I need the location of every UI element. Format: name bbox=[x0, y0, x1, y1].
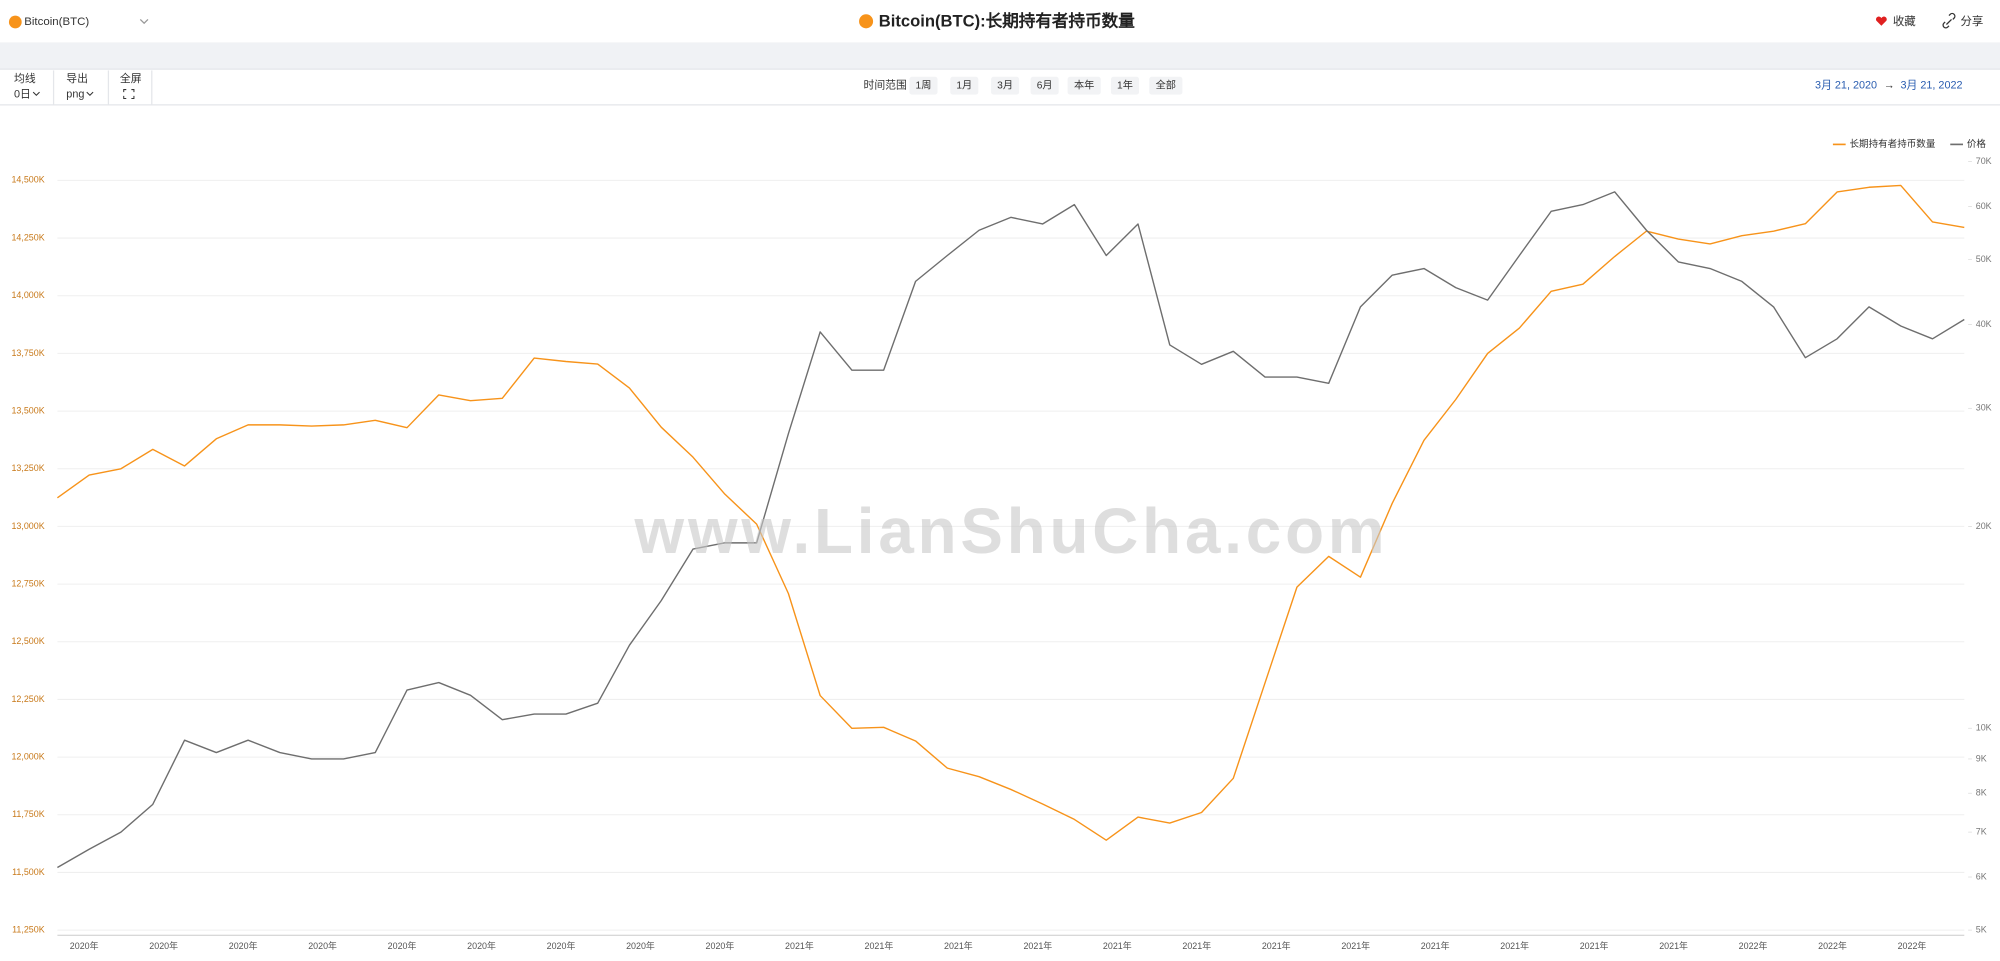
page-title: Bitcoin(BTC):长期持有者持币数量 bbox=[879, 10, 1135, 30]
y2-tick-label: 40K bbox=[1976, 319, 1992, 329]
fullscreen-label: 全屏 bbox=[120, 71, 142, 85]
asset-select[interactable]: Bitcoin(BTC) bbox=[24, 16, 89, 28]
coin-icon bbox=[8, 15, 22, 29]
range-button[interactable] bbox=[1149, 76, 1183, 95]
y2-tick-label: 6K bbox=[1976, 871, 1987, 881]
x-tick-label: 2021年 bbox=[1182, 940, 1211, 951]
x-tick-label: 2020年 bbox=[706, 940, 735, 951]
x-tick-label: 2021年 bbox=[1580, 940, 1609, 951]
y-tick-label: 13,750K bbox=[11, 348, 44, 358]
x-tick-label: 2021年 bbox=[865, 940, 894, 951]
range-button-label[interactable]: 6月 bbox=[1037, 79, 1053, 91]
legend-label[interactable]: 长期持有者持币数量 bbox=[1849, 138, 1935, 150]
range-button[interactable] bbox=[909, 76, 938, 95]
range-button[interactable] bbox=[1030, 76, 1059, 95]
heart-icon bbox=[1875, 16, 1887, 26]
x-tick-label: 2021年 bbox=[1262, 940, 1291, 951]
end-date[interactable]: 3月 21, 2022 bbox=[1901, 80, 1963, 92]
x-tick-label: 2021年 bbox=[785, 940, 814, 951]
y-tick-label: 12,750K bbox=[11, 578, 44, 588]
y-tick-label: 13,000K bbox=[11, 521, 44, 531]
x-tick-label: 2020年 bbox=[626, 940, 655, 951]
x-tick-label: 2020年 bbox=[467, 940, 496, 951]
range-button-label[interactable]: 1周 bbox=[916, 79, 932, 91]
x-tick-label: 2022年 bbox=[1739, 940, 1768, 951]
start-date[interactable]: 3月 21, 2020 bbox=[1815, 80, 1877, 92]
range-button-label[interactable]: 1年 bbox=[1117, 78, 1133, 91]
x-tick-label: 2021年 bbox=[1023, 940, 1052, 951]
y-tick-label: 11,750K bbox=[12, 809, 45, 819]
y2-tick-label: 60K bbox=[1976, 201, 1992, 211]
y2-tick-label: 7K bbox=[1976, 826, 1987, 836]
watermark: www.LianShuCha.com bbox=[634, 495, 1389, 567]
y-tick-label: 11,500K bbox=[12, 867, 45, 877]
range-button[interactable] bbox=[950, 76, 979, 95]
export-label: 导出 bbox=[66, 71, 88, 85]
chevron bbox=[139, 18, 149, 25]
range-button[interactable] bbox=[991, 76, 1020, 95]
y2-tick-label: 5K bbox=[1976, 924, 1987, 934]
range-button-label[interactable]: 3月 bbox=[997, 79, 1013, 91]
y-tick-label: 12,250K bbox=[11, 694, 44, 704]
x-tick-label: 2021年 bbox=[1500, 940, 1529, 951]
export-select[interactable]: png bbox=[66, 89, 84, 101]
range-button-label[interactable]: 1月 bbox=[956, 79, 972, 91]
y2-tick-label: 8K bbox=[1976, 788, 1987, 798]
x-tick-label: 2021年 bbox=[1103, 940, 1132, 951]
y-tick-label: 14,250K bbox=[11, 232, 44, 242]
series-line bbox=[57, 191, 1965, 869]
x-tick-label: 2022年 bbox=[1898, 940, 1927, 951]
favorite-button[interactable]: 收藏 bbox=[1893, 14, 1916, 28]
y-tick-label: 13,250K bbox=[11, 463, 44, 473]
fullscreen-button[interactable] bbox=[123, 89, 135, 99]
y-tick-label: 12,000K bbox=[11, 751, 44, 761]
chevron bbox=[32, 91, 40, 97]
y-tick-label: 12,500K bbox=[11, 636, 44, 646]
x-tick-label: 2021年 bbox=[1421, 940, 1450, 951]
x-tick-label: 2020年 bbox=[388, 940, 417, 951]
x-tick-label: 2020年 bbox=[149, 940, 178, 951]
legend-label[interactable]: 价格 bbox=[1967, 138, 1987, 150]
y2-tick-label: 30K bbox=[1976, 403, 1992, 413]
y-tick-label: 14,000K bbox=[11, 290, 44, 300]
spacer bbox=[0, 42, 2000, 70]
share-button[interactable]: 分享 bbox=[1960, 14, 1983, 28]
ma-label: 均线 bbox=[14, 71, 36, 85]
range-button-label[interactable]: 本年 bbox=[1074, 78, 1094, 91]
x-tick-label: 2022年 bbox=[1818, 940, 1847, 951]
range-button-label[interactable]: 全部 bbox=[1156, 78, 1176, 91]
ma-select[interactable]: 0日 bbox=[14, 89, 31, 101]
y-tick-label: 13,500K bbox=[11, 405, 44, 415]
date-arrow: → bbox=[1884, 80, 1895, 92]
y2-tick-label: 9K bbox=[1976, 753, 1987, 763]
chart: 11,250K 11,500K 11,750K 12,000K 12,250K 12,50… bbox=[11, 138, 1991, 951]
x-tick-label: 2021年 bbox=[1341, 940, 1370, 951]
range-button[interactable] bbox=[1067, 76, 1101, 95]
range-button[interactable] bbox=[1110, 76, 1140, 95]
x-tick-label: 2020年 bbox=[229, 940, 258, 951]
link-icon bbox=[1942, 12, 1956, 29]
chevron bbox=[86, 91, 94, 97]
range-label: 时间范围 bbox=[864, 78, 907, 92]
y2-tick-label: 20K bbox=[1976, 521, 1992, 531]
y2-tick-label: 10K bbox=[1976, 723, 1992, 733]
x-tick-label: 2021年 bbox=[944, 940, 973, 951]
x-tick-label: 2020年 bbox=[308, 940, 337, 951]
x-tick-label: 2021年 bbox=[1659, 940, 1688, 951]
y-tick-label: 11,250K bbox=[12, 924, 45, 934]
y2-tick-label: 70K bbox=[1976, 156, 1992, 166]
y2-tick-label: 50K bbox=[1976, 254, 1992, 264]
y-tick-label: 14,500K bbox=[11, 175, 44, 185]
coin-icon bbox=[859, 14, 874, 29]
top-bar bbox=[0, 0, 2000, 43]
x-tick-label: 2020年 bbox=[547, 940, 576, 951]
x-tick-label: 2020年 bbox=[70, 940, 99, 951]
